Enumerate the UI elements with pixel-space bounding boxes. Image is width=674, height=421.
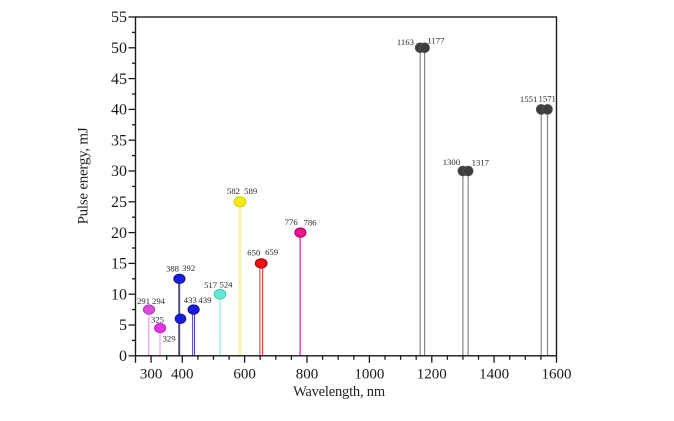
svg-text:776: 776 <box>285 217 299 227</box>
svg-text:45: 45 <box>111 71 127 88</box>
svg-text:650: 650 <box>247 247 261 257</box>
svg-text:291: 291 <box>137 296 150 306</box>
svg-text:1000: 1000 <box>354 367 384 383</box>
svg-text:25: 25 <box>111 194 127 211</box>
svg-text:1551: 1551 <box>520 94 537 104</box>
svg-text:1163: 1163 <box>397 37 414 47</box>
svg-text:Wavelength, nm: Wavelength, nm <box>293 384 386 400</box>
svg-text:433: 433 <box>184 295 197 305</box>
svg-text:589: 589 <box>244 186 257 196</box>
svg-text:300: 300 <box>140 367 163 383</box>
svg-text:1200: 1200 <box>417 367 447 383</box>
svg-text:392: 392 <box>182 263 195 273</box>
svg-text:517: 517 <box>204 280 218 290</box>
svg-text:600: 600 <box>233 367 256 383</box>
svg-text:1300: 1300 <box>443 157 461 167</box>
svg-text:20: 20 <box>111 225 127 242</box>
svg-text:1600: 1600 <box>542 367 572 383</box>
svg-text:10: 10 <box>111 286 127 303</box>
svg-text:400: 400 <box>171 367 194 383</box>
svg-text:50: 50 <box>111 40 127 57</box>
svg-text:659: 659 <box>265 247 278 257</box>
svg-text:439: 439 <box>198 295 211 305</box>
svg-text:35: 35 <box>111 132 127 149</box>
svg-text:329: 329 <box>163 334 176 344</box>
svg-text:30: 30 <box>111 163 127 180</box>
svg-text:5: 5 <box>119 317 127 334</box>
svg-text:1317: 1317 <box>472 158 490 168</box>
svg-text:15: 15 <box>111 256 127 273</box>
svg-text:1571: 1571 <box>539 94 556 104</box>
svg-text:40: 40 <box>111 102 127 119</box>
svg-text:388: 388 <box>166 264 180 274</box>
svg-text:1177: 1177 <box>427 36 445 46</box>
svg-text:1400: 1400 <box>479 367 509 383</box>
svg-text:Pulse energy, mJ: Pulse energy, mJ <box>76 127 92 224</box>
svg-text:786: 786 <box>303 217 317 227</box>
svg-text:55: 55 <box>111 9 127 26</box>
svg-text:582: 582 <box>227 186 240 196</box>
svg-text:524: 524 <box>219 279 233 289</box>
svg-text:800: 800 <box>296 367 319 383</box>
svg-text:0: 0 <box>119 348 127 365</box>
svg-text:325: 325 <box>151 315 164 325</box>
svg-text:294: 294 <box>152 296 166 306</box>
